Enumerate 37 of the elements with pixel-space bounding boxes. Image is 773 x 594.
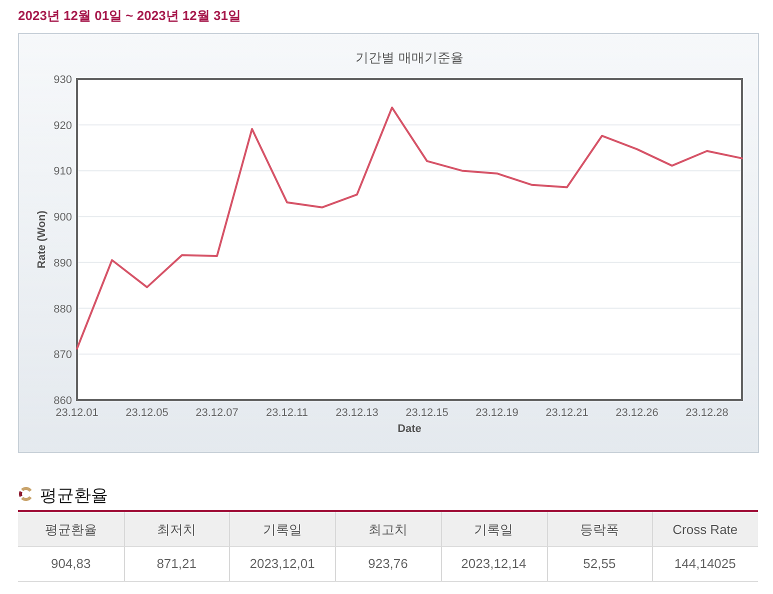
table-header: 등락폭 xyxy=(580,522,619,537)
x-tick-label: 23.12.07 xyxy=(196,407,238,419)
table-header: 평균환율 xyxy=(44,522,97,537)
y-tick-label: 860 xyxy=(54,395,72,407)
section-title: 평균환율 xyxy=(40,486,108,505)
x-tick-label: 23.12.15 xyxy=(406,407,448,419)
y-axis-title: Rate (Won) xyxy=(36,210,48,268)
x-tick-label: 23.12.26 xyxy=(616,407,658,419)
table-header: 최저치 xyxy=(157,522,196,537)
y-tick-label: 890 xyxy=(54,257,72,270)
table-header: 최고치 xyxy=(368,522,408,537)
x-tick-label: 23.12.21 xyxy=(546,407,588,419)
table-header: 기록일 xyxy=(474,522,514,537)
table-cell: 144,14025 xyxy=(674,556,736,571)
y-tick-label: 910 xyxy=(54,166,72,178)
table-header: 기록일 xyxy=(262,522,302,537)
x-axis-title: Date xyxy=(398,423,422,435)
y-tick-label: 920 xyxy=(54,120,72,132)
table-cell: 923,76 xyxy=(368,556,408,571)
table-cell: 2023,12,14 xyxy=(461,556,526,571)
y-tick-label: 880 xyxy=(54,303,72,316)
table-cell: 904,83 xyxy=(50,556,91,571)
y-tick-label: 930 xyxy=(54,74,72,86)
subtitle: 2023년 12월 01일 ~ 2023년 12월 31일 xyxy=(18,8,241,23)
table-header: Cross Rate xyxy=(672,522,738,537)
x-tick-label: 23.12.19 xyxy=(476,407,518,419)
x-tick-label: 23.12.28 xyxy=(686,407,728,419)
table-cell: 52,55 xyxy=(583,556,616,571)
table-cell: 871,21 xyxy=(156,556,196,571)
y-tick-label: 900 xyxy=(54,212,72,224)
table-cell: 2023,12,01 xyxy=(250,556,315,571)
x-tick-label: 23.12.11 xyxy=(266,407,308,419)
x-tick-label: 23.12.01 xyxy=(56,407,98,419)
x-tick-label: 23.12.05 xyxy=(126,407,168,419)
title: 기간별 매매기준율 xyxy=(356,50,464,65)
x-tick-label: 23.12.13 xyxy=(336,407,378,419)
y-tick-label: 870 xyxy=(54,349,72,362)
